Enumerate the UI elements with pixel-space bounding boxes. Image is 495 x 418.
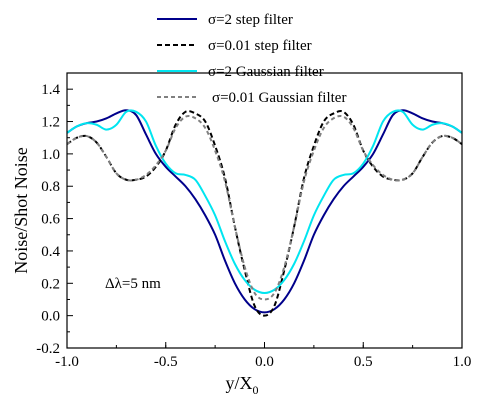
legend-label: σ=2 step filter	[208, 12, 293, 28]
plot-lines	[66, 109, 463, 317]
x-tick-label: -0.5	[154, 354, 178, 370]
series-line-1	[66, 109, 463, 314]
y-tick-label: 1.0	[41, 147, 60, 163]
y-tick-label: 1.2	[41, 115, 60, 131]
legend: σ=2 step filter σ=0.01 step filter σ=2 Gau…	[157, 12, 346, 106]
x-tick-label: 1.0	[453, 354, 472, 370]
y-axis: -0.2 0.0 0.2 0.4 0.6 0.8 1.0 1.2 1.4	[36, 72, 73, 357]
y-tick-label: 0.8	[41, 179, 60, 195]
y-tick-label: 0.6	[41, 212, 60, 228]
y-tick-label: -0.2	[36, 341, 60, 357]
y-axis-label: Noise/Shot Noise	[11, 147, 31, 274]
legend-label: σ=0.01 step filter	[208, 38, 312, 54]
x-axis: -1.0 -0.5 0.0 0.5 1.0	[55, 342, 471, 370]
y-tick-label: 0.4	[41, 244, 60, 260]
x-tick-label: -1.0	[55, 354, 79, 370]
series-line-4	[66, 114, 463, 301]
y-tick-label: 1.4	[41, 82, 60, 98]
annotation-delta-lambda: Δλ=5 nm	[105, 276, 161, 292]
x-tick-label: 0.0	[255, 354, 274, 370]
x-tick-label: 0.5	[354, 354, 373, 370]
y-tick-label: 0.0	[41, 309, 60, 325]
legend-label: σ=0.01 Gaussian filter	[212, 90, 346, 106]
plot-frame	[66, 72, 463, 349]
series-line-3	[66, 109, 463, 295]
y-tick-label: 0.2	[41, 276, 60, 292]
legend-label: σ=2 Gaussian filter	[208, 64, 324, 80]
x-axis-label: y/X0	[226, 373, 259, 397]
